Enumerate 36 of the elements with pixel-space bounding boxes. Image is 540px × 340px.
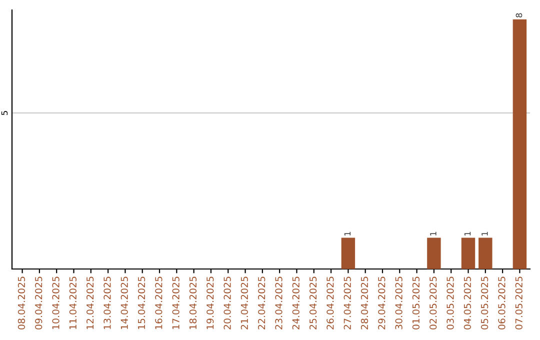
- x-tick-label: 19.04.2025: [206, 276, 214, 329]
- x-tick-label: 20.04.2025: [224, 276, 231, 330]
- data-label: 1: [344, 232, 350, 236]
- x-tick-label: 28.04.2025: [360, 276, 368, 330]
- x-tick-label: 18.04.2025: [189, 276, 197, 329]
- x-tick-label: 24.04.2025: [292, 276, 300, 330]
- x-tick-label: 22.04.2025: [258, 276, 266, 330]
- x-tick-label: 30.04.2025: [395, 276, 402, 330]
- x-tick-label: 11.04.2025: [69, 276, 76, 329]
- data-label: 1: [464, 232, 471, 236]
- x-tick-label: 14.04.2025: [120, 276, 128, 329]
- x-tick-label: 06.05.2025: [498, 276, 506, 330]
- x-tick-label: 25.04.2025: [309, 276, 317, 330]
- data-label: 1: [482, 232, 488, 236]
- x-tick-label: 01.05.2025: [412, 276, 420, 330]
- x-tick-label: 05.05.2025: [481, 276, 488, 330]
- x-tick-label: 16.04.2025: [155, 276, 162, 329]
- x-tick-label: 29.04.2025: [378, 276, 386, 330]
- x-tick-label: 07.05.2025: [515, 276, 522, 330]
- x-tick-label: 02.05.2025: [430, 276, 437, 330]
- data-label: 1: [430, 232, 436, 236]
- data-label: 8: [516, 13, 522, 18]
- x-tick-label: 12.04.2025: [86, 276, 94, 329]
- x-tick-label: 08.04.2025: [18, 276, 26, 330]
- x-tick-label: 13.04.2025: [104, 276, 111, 329]
- x-tick-label: 26.04.2025: [326, 276, 334, 330]
- y-tick-label: 5: [1, 111, 8, 115]
- x-tick-label: 09.04.2025: [35, 276, 42, 330]
- x-tick-label: 04.05.2025: [464, 276, 471, 330]
- x-tick-label: 27.04.2025: [344, 276, 351, 330]
- x-tick-label: 10.04.2025: [52, 276, 60, 329]
- x-tick-label: 21.04.2025: [240, 276, 248, 330]
- x-tick-label: 15.04.2025: [138, 276, 146, 329]
- x-tick-label: 17.04.2025: [172, 276, 180, 329]
- x-tick-label: 23.04.2025: [275, 276, 282, 330]
- x-tick-label: 03.05.2025: [446, 276, 454, 330]
